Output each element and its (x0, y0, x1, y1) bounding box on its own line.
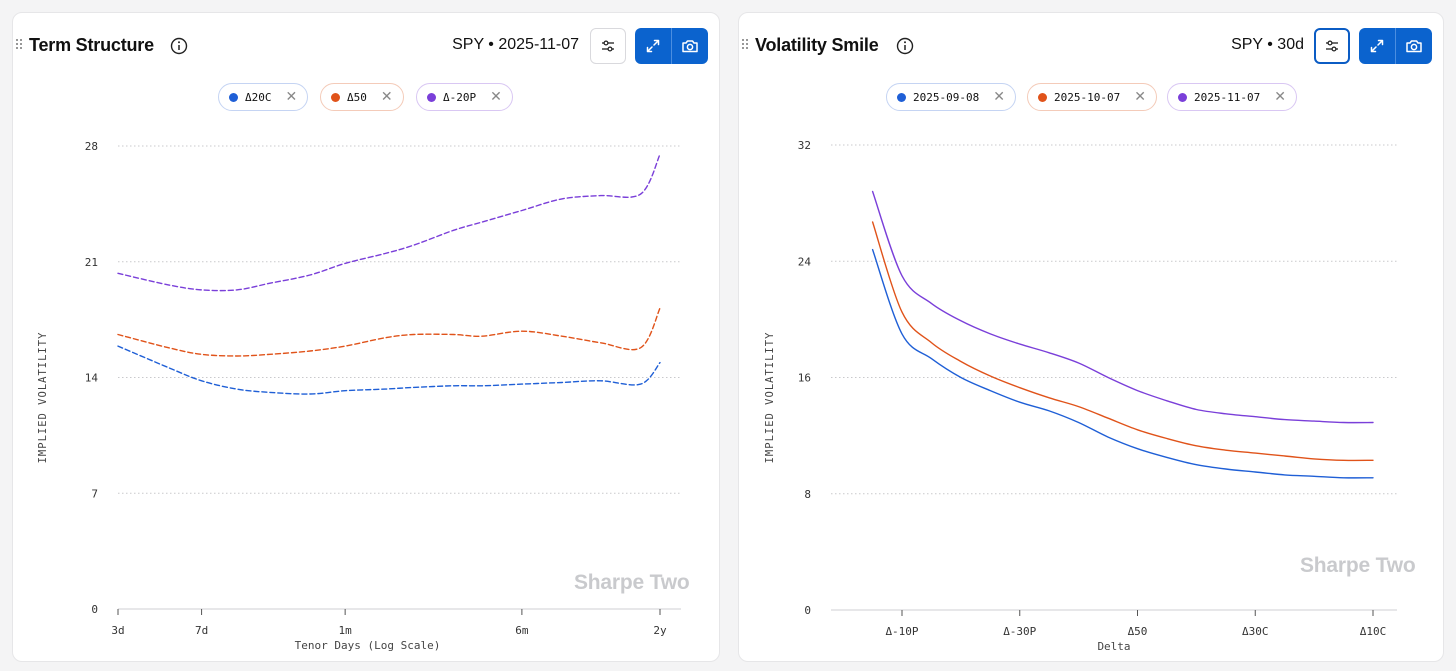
legend-dot (897, 92, 906, 102)
y-tick-label: 16 (798, 372, 811, 385)
legend-dot (331, 92, 340, 102)
term-structure-chart: 0 7 14 21 28 3d 7d 1m 6m 2y Tenor Days (Log Scale)… (37, 140, 681, 652)
x-tick-label: 1m (339, 624, 353, 637)
y-axis-label: IMPLIED VOLATILITY (764, 332, 776, 464)
y-tick-label: 7 (91, 487, 98, 500)
legend-label: 2025-10-07 (1054, 90, 1121, 104)
legend-label: 2025-11-07 (1194, 90, 1261, 104)
legend-dot (1178, 92, 1187, 102)
x-tick-label: Δ50 (1128, 625, 1148, 638)
y-tick-label: 0 (91, 603, 98, 616)
volatility-smile-chart: 0 8 16 24 32 Δ-10P Δ-30P Δ50 Δ30C Δ10C Delta IMPLIE… (764, 139, 1397, 653)
legend-label: Δ20C (245, 90, 272, 104)
x-tick-label: Δ-10P (885, 625, 918, 638)
legend-chip-d50[interactable]: Δ50 ✕ (320, 83, 404, 111)
close-icon[interactable]: ✕ (1134, 89, 1146, 105)
series-line-2025-11-07 (871, 190, 1374, 424)
panel-subtitle: SPY • 30d (1231, 36, 1304, 53)
x-tick-label: 2y (653, 624, 667, 637)
legend-dot (1038, 92, 1047, 102)
legend-label: Δ50 (347, 90, 367, 104)
y-tick-label: 21 (85, 256, 98, 269)
camera-icon (682, 40, 698, 53)
sliders-icon (1326, 40, 1338, 52)
series-line-Δ-20P (117, 153, 661, 292)
legend-chip-d-20p[interactable]: Δ-20P ✕ (416, 83, 513, 111)
legend-chip-d20c[interactable]: Δ20C ✕ (218, 83, 309, 111)
y-tick-label: 14 (85, 372, 99, 385)
close-icon[interactable]: ✕ (1274, 89, 1286, 105)
y-tick-label: 0 (804, 604, 811, 617)
series-line-2025-09-08 (871, 248, 1374, 479)
close-icon[interactable]: ✕ (490, 89, 502, 105)
x-tick-label: Δ-30P (1003, 625, 1036, 638)
series-line-2025-10-07 (871, 221, 1374, 462)
settings-button[interactable] (1314, 28, 1350, 64)
x-axis-label: Delta (1097, 640, 1130, 653)
y-tick-label: 8 (804, 488, 811, 501)
legend-label: Δ-20P (443, 90, 477, 104)
x-axis-label: Tenor Days (Log Scale) (295, 639, 441, 652)
button-divider (671, 28, 672, 64)
legend-chip-2025-11-07[interactable]: 2025-11-07 ✕ (1167, 83, 1297, 111)
legend-dot (427, 92, 436, 102)
x-tick-label: 7d (195, 624, 208, 637)
panel-subtitle: SPY • 2025-11-07 (452, 36, 579, 53)
x-tick-label: Δ10C (1360, 625, 1387, 638)
panel-title: Term Structure (29, 35, 154, 55)
legend-chip-2025-10-07[interactable]: 2025-10-07 ✕ (1027, 83, 1157, 111)
term-structure-panel: Term Structure SPY • 2025-11-07 Δ20C ✕ Δ… (12, 12, 720, 662)
drag-handle-icon[interactable] (15, 39, 25, 53)
x-tick-label: 3d (111, 624, 124, 637)
expand-button[interactable] (1359, 28, 1395, 64)
close-icon[interactable]: ✕ (993, 89, 1005, 105)
watermark: Sharpe Two (574, 571, 690, 594)
y-tick-label: 32 (798, 139, 811, 152)
sliders-icon (602, 40, 614, 52)
settings-button[interactable] (590, 28, 626, 64)
y-axis-label: IMPLIED VOLATILITY (37, 332, 49, 464)
legend-chip-2025-09-08[interactable]: 2025-09-08 ✕ (886, 83, 1016, 111)
series-line-Δ50 (117, 307, 661, 357)
close-icon[interactable]: ✕ (380, 89, 393, 105)
series-line-Δ20C (117, 345, 661, 395)
panel-title: Volatility Smile (755, 35, 879, 55)
volatility-smile-panel: Volatility Smile SPY • 30d 2025-09-08 ✕ … (738, 12, 1444, 662)
y-tick-label: 28 (85, 140, 98, 153)
legend-dot (229, 92, 238, 102)
x-tick-label: 6m (515, 624, 529, 637)
x-tick-label: Δ30C (1242, 625, 1269, 638)
close-icon[interactable]: ✕ (285, 89, 298, 105)
watermark: Sharpe Two (1300, 554, 1416, 577)
drag-handle-icon[interactable] (741, 39, 751, 53)
screenshot-button[interactable] (672, 28, 708, 64)
expand-icon (1370, 39, 1384, 53)
legend-label: 2025-09-08 (913, 90, 980, 104)
y-tick-label: 24 (798, 255, 812, 268)
camera-icon (1406, 40, 1422, 53)
screenshot-button[interactable] (1396, 28, 1432, 64)
expand-button[interactable] (635, 28, 671, 64)
info-icon[interactable] (170, 37, 188, 55)
info-icon[interactable] (896, 37, 914, 55)
button-divider (1395, 28, 1396, 64)
expand-icon (646, 39, 660, 53)
